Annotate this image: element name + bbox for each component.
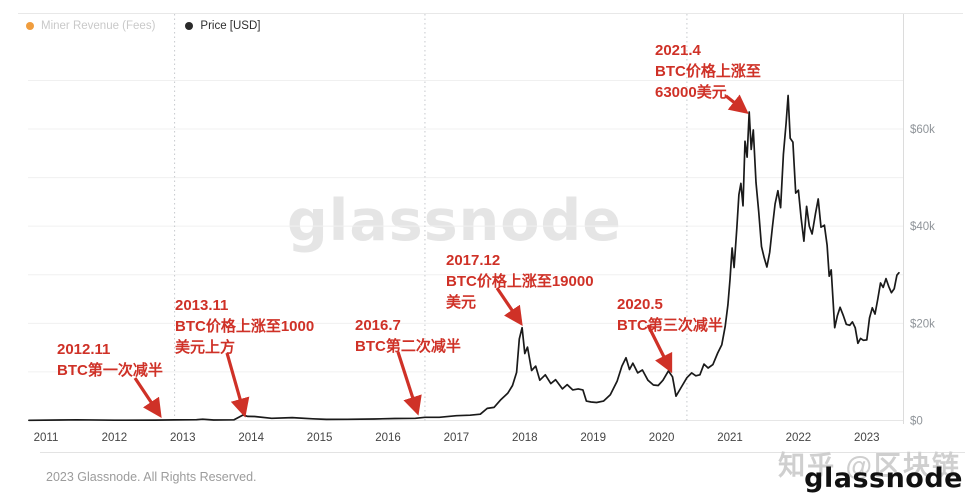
footer-divider <box>40 452 965 453</box>
legend-label-price-usd: Price [USD] <box>200 20 261 32</box>
annotation-halving-1: 2012.11 BTC第一次减半 <box>57 341 163 379</box>
y-tick-60k: $60k <box>910 124 935 136</box>
y-tick-40k: $40k <box>910 221 935 233</box>
legend-label-miner-revenue: Miner Revenue (Fees) <box>41 20 156 32</box>
x-tick-2014: 2014 <box>238 432 264 444</box>
price-usd-dot-icon <box>185 22 194 30</box>
x-tick-2021: 2021 <box>717 432 743 444</box>
price-line-series <box>28 94 900 422</box>
legend-item-miner-revenue[interactable]: Miner Revenue (Fees) <box>26 20 155 32</box>
glassnode-logo: glassnode <box>804 463 963 494</box>
x-tick-2023: 2023 <box>854 432 880 444</box>
annotation-price-1000: 2013.11 BTC价格上涨至1000 美元上方 <box>175 297 315 356</box>
chart-legend: Miner Revenue (Fees) Price [USD] <box>26 20 260 32</box>
annotation-halving-3: 2020.5 BTC第三次减半 <box>617 296 723 334</box>
x-tick-2016: 2016 <box>375 432 401 444</box>
miner-revenue-dot-icon <box>26 22 34 30</box>
x-tick-2015: 2015 <box>307 432 333 444</box>
annotation-halving-2: 2016.7 BTC第二次减半 <box>355 317 461 355</box>
annotation-price-63000: 2021.4 BTC价格上涨至 63000美元 <box>655 42 761 101</box>
legend-item-price-usd[interactable]: Price [USD] <box>185 20 260 32</box>
y-tick-20k: $20k <box>910 318 935 330</box>
zhihu-watermark: 知乎 @区块链 <box>778 451 961 481</box>
x-tick-2017: 2017 <box>444 432 470 444</box>
x-tick-2020: 2020 <box>649 432 675 444</box>
x-tick-2022: 2022 <box>786 432 812 444</box>
x-tick-2013: 2013 <box>170 432 196 444</box>
x-tick-2011: 2011 <box>34 432 59 444</box>
x-tick-2019: 2019 <box>580 432 606 444</box>
y-tick-0: $0 <box>910 416 923 428</box>
top-divider <box>18 13 963 14</box>
annotation-price-19000: 2017.12 BTC价格上涨至19000 美元 <box>446 252 594 311</box>
x-tick-2018: 2018 <box>512 432 538 444</box>
glassnode-watermark: glassnode <box>287 188 622 254</box>
x-tick-2012: 2012 <box>102 432 128 444</box>
copyright-text: 2023 Glassnode. All Rights Reserved. <box>46 470 257 484</box>
